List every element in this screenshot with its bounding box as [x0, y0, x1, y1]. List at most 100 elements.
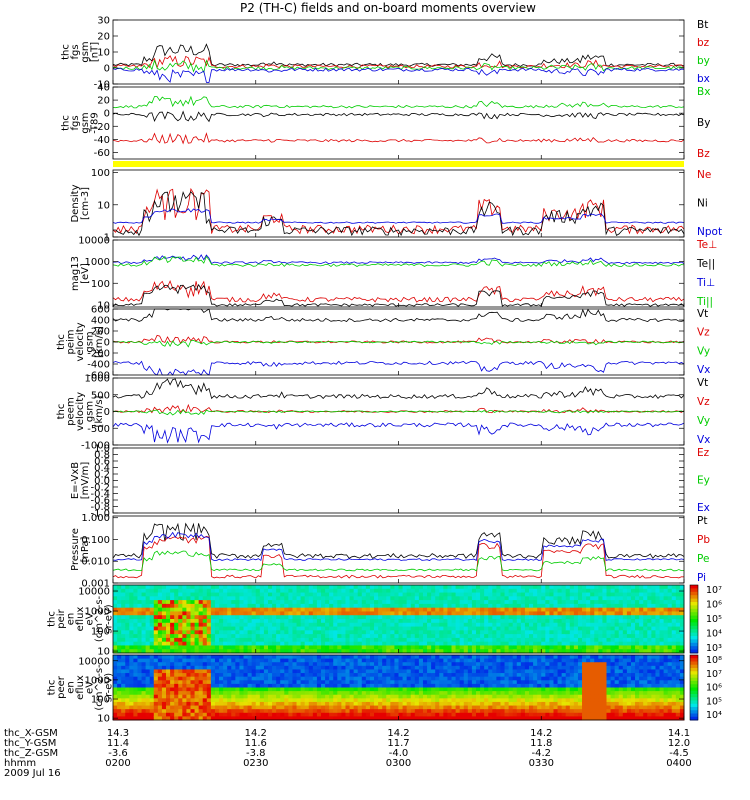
spectrogram-cell [243, 585, 249, 590]
spectrogram-cell [386, 701, 391, 707]
spectrogram-cell [325, 676, 330, 681]
spectrogram-cell [202, 705, 208, 710]
spectrogram-cell [516, 607, 522, 612]
spectrogram-cell [292, 680, 298, 685]
spectrogram-cell [508, 712, 514, 717]
spectrogram-cell [410, 641, 416, 646]
spectrogram-cell [186, 658, 191, 663]
spectrogram-cell [639, 600, 644, 605]
spectrogram-cell [374, 662, 379, 667]
spectrogram-cell [402, 701, 408, 707]
spectrogram-cell [214, 673, 220, 678]
spectrogram-cell [594, 701, 599, 707]
spectrogram-cell [577, 619, 583, 624]
spectrogram-cell [296, 691, 302, 696]
spectrogram-cell [402, 687, 408, 692]
spectrogram-cell [577, 607, 583, 612]
spectrogram-cell [170, 701, 175, 707]
spectrogram-cell [524, 600, 530, 605]
spectrogram-cell [239, 588, 245, 594]
spectrogram-cell [361, 622, 367, 628]
spectrogram-cell [504, 592, 510, 597]
spectrogram-cell [125, 596, 130, 601]
spectrogram-cell [182, 626, 187, 631]
spectrogram-cell [210, 658, 216, 663]
spectrogram-cell [235, 709, 240, 714]
spectrogram-cell [153, 665, 159, 670]
spectrogram-cell [410, 592, 416, 597]
spectrogram-cell [635, 630, 640, 635]
spectrogram-cell [251, 607, 257, 612]
spectrogram-cell [170, 637, 175, 643]
spectrogram-cell [435, 676, 440, 681]
spectrogram-cell [427, 691, 432, 696]
spectrogram-cell [190, 588, 196, 594]
spectrogram-cell [329, 622, 334, 628]
spectrogram-cell [594, 687, 599, 692]
spectrogram-cell [145, 712, 151, 717]
spectrogram-cell [333, 655, 338, 660]
spectrogram-cell [602, 615, 608, 620]
spectrogram-cell [508, 687, 514, 692]
spectrogram-cell [239, 603, 245, 609]
spectrogram-cell [206, 603, 212, 609]
spectrogram-cell [198, 611, 204, 616]
spectrogram-cell [667, 588, 673, 594]
spectrogram-cell [459, 630, 465, 635]
spectrogram-cell [635, 607, 640, 612]
spectrogram-cell [414, 641, 420, 646]
spectrogram-cell [598, 611, 603, 616]
spectrogram-cell [675, 588, 681, 594]
spectrogram-cell [500, 600, 506, 605]
spectrogram-cell [406, 588, 412, 594]
spectrogram-cell [333, 637, 338, 643]
spectrogram-cell [153, 611, 159, 616]
spectrogram-cell [427, 669, 432, 674]
spectrogram-cell [447, 658, 453, 663]
spectrogram-cell [622, 649, 628, 654]
spectrogram-cell [361, 669, 367, 674]
spectrogram-cell [113, 705, 118, 710]
spectrogram-cell [427, 630, 432, 635]
spectrogram-cell [113, 630, 118, 635]
spectrogram-cell [300, 588, 306, 594]
spectrogram-cell [182, 716, 187, 721]
spectrogram-cell [549, 687, 554, 692]
spectrogram-cell [113, 596, 118, 601]
spectrogram-cell [210, 676, 216, 681]
y-tick-label: 600 [91, 305, 110, 316]
spectrogram-cell [365, 712, 371, 717]
spectrogram-cell [402, 641, 408, 646]
spectrogram-cell [231, 622, 236, 628]
spectrogram-cell [341, 585, 346, 590]
spectrogram-cell [577, 691, 583, 696]
spectrogram-cell [186, 694, 191, 699]
spectrogram-cell [492, 709, 497, 714]
spectrogram-cell [431, 630, 436, 635]
spectrogram-cell [471, 585, 477, 590]
spectrogram-cell [382, 603, 387, 609]
spectrogram-cell [394, 615, 399, 620]
spectrogram-cell [345, 694, 351, 699]
spectrogram-cell [251, 683, 257, 688]
spectrogram-cell [533, 691, 538, 696]
spectrogram-cell [508, 655, 514, 660]
spectrogram-cell [382, 698, 387, 703]
spectrogram-cell [149, 611, 155, 616]
spectrogram-cell [321, 669, 326, 674]
spectrogram-cell [480, 655, 485, 660]
spectrogram-cell [170, 649, 175, 654]
spectrogram-cell [369, 588, 375, 594]
spectrogram-cell [565, 630, 571, 635]
spectrogram-cell [276, 680, 281, 685]
spectrogram-cell [255, 698, 261, 703]
spectrogram-cell [210, 619, 216, 624]
spectrogram-cell [524, 691, 530, 696]
y-axis-label-line: peim [66, 329, 77, 354]
spectrogram-cell [422, 603, 428, 609]
spectrogram-cell [170, 687, 175, 692]
spectrogram-cell [435, 596, 440, 601]
spectrogram-cell [239, 709, 245, 714]
spectrogram-cell [202, 680, 208, 685]
spectrogram-cell [467, 603, 473, 609]
